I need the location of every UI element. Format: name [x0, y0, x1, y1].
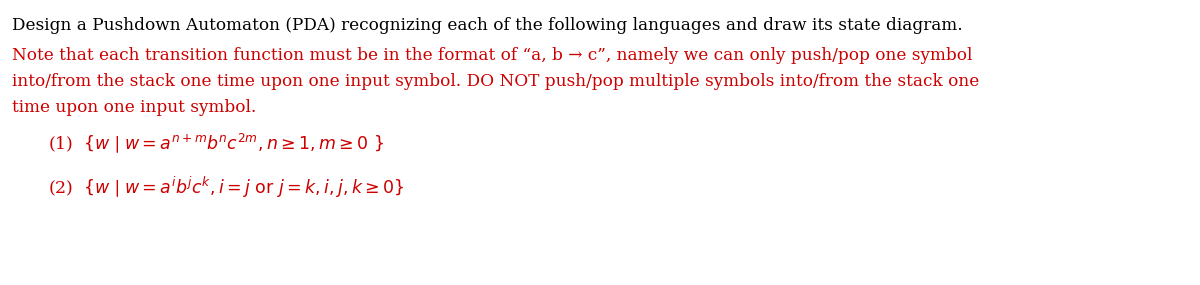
- Text: into/from the stack one time upon one input symbol. DO NOT push/pop multiple sym: into/from the stack one time upon one in…: [12, 73, 979, 90]
- Text: (1)  $\{w \mid w = a^{n+m}b^nc^{2m}, n \geq 1, m \geq 0\ \}$: (1) $\{w \mid w = a^{n+m}b^nc^{2m}, n \g…: [48, 131, 384, 154]
- Text: time upon one input symbol.: time upon one input symbol.: [12, 99, 257, 116]
- Text: Note that each transition function must be in the format of “a, b → c”, namely w: Note that each transition function must …: [12, 47, 972, 64]
- Text: (2)  $\{w \mid w = a^ib^jc^k, i = j\ \mathrm{or}\ j = k, i, j, k \geq 0\}$: (2) $\{w \mid w = a^ib^jc^k, i = j\ \mat…: [48, 175, 404, 200]
- Text: Design a Pushdown Automaton (PDA) recognizing each of the following languages an: Design a Pushdown Automaton (PDA) recogn…: [12, 17, 962, 34]
